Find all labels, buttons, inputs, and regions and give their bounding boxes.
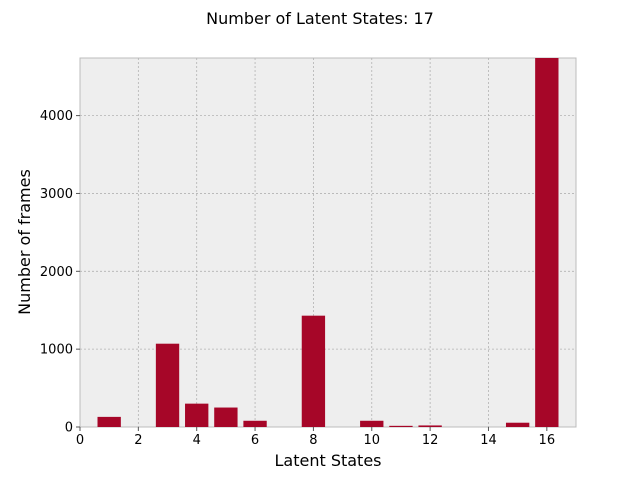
- y-tick-label: 4000: [40, 109, 73, 124]
- x-tick-label: 4: [193, 433, 201, 448]
- x-tick-label: 0: [76, 433, 84, 448]
- x-tick-label: 12: [422, 433, 439, 448]
- bar: [301, 315, 326, 427]
- bar: [505, 422, 530, 427]
- x-tick-label: 16: [539, 433, 556, 448]
- x-axis-ticks: 0 2 4 6 8 10 12 14 16: [76, 427, 555, 448]
- bar: [243, 420, 267, 427]
- x-tick-label: 6: [251, 433, 259, 448]
- x-tick-label: 14: [480, 433, 497, 448]
- bars: [97, 58, 559, 427]
- plot-area: [79, 57, 577, 428]
- x-tick-label: 10: [363, 433, 380, 448]
- bar: [155, 343, 180, 427]
- bar: [360, 420, 384, 427]
- bar: [535, 58, 559, 427]
- x-tick-label: 8: [309, 433, 317, 448]
- x-axis-label: Latent States: [274, 451, 381, 470]
- bar: [214, 407, 238, 427]
- bar: [185, 403, 209, 427]
- y-axis-ticks: 0 1000 2000 3000 4000: [40, 109, 80, 436]
- y-tick-label: 1000: [40, 343, 73, 358]
- x-tick-label: 2: [134, 433, 142, 448]
- bar: [389, 425, 413, 427]
- bar: [97, 416, 121, 427]
- y-axis-label: Number of frames: [15, 169, 34, 315]
- y-tick-label: 2000: [40, 265, 73, 280]
- bar: [418, 425, 442, 427]
- y-tick-label: 0: [65, 421, 73, 436]
- chart-title: Number of Latent States: 17: [206, 9, 434, 28]
- y-tick-label: 3000: [40, 187, 73, 202]
